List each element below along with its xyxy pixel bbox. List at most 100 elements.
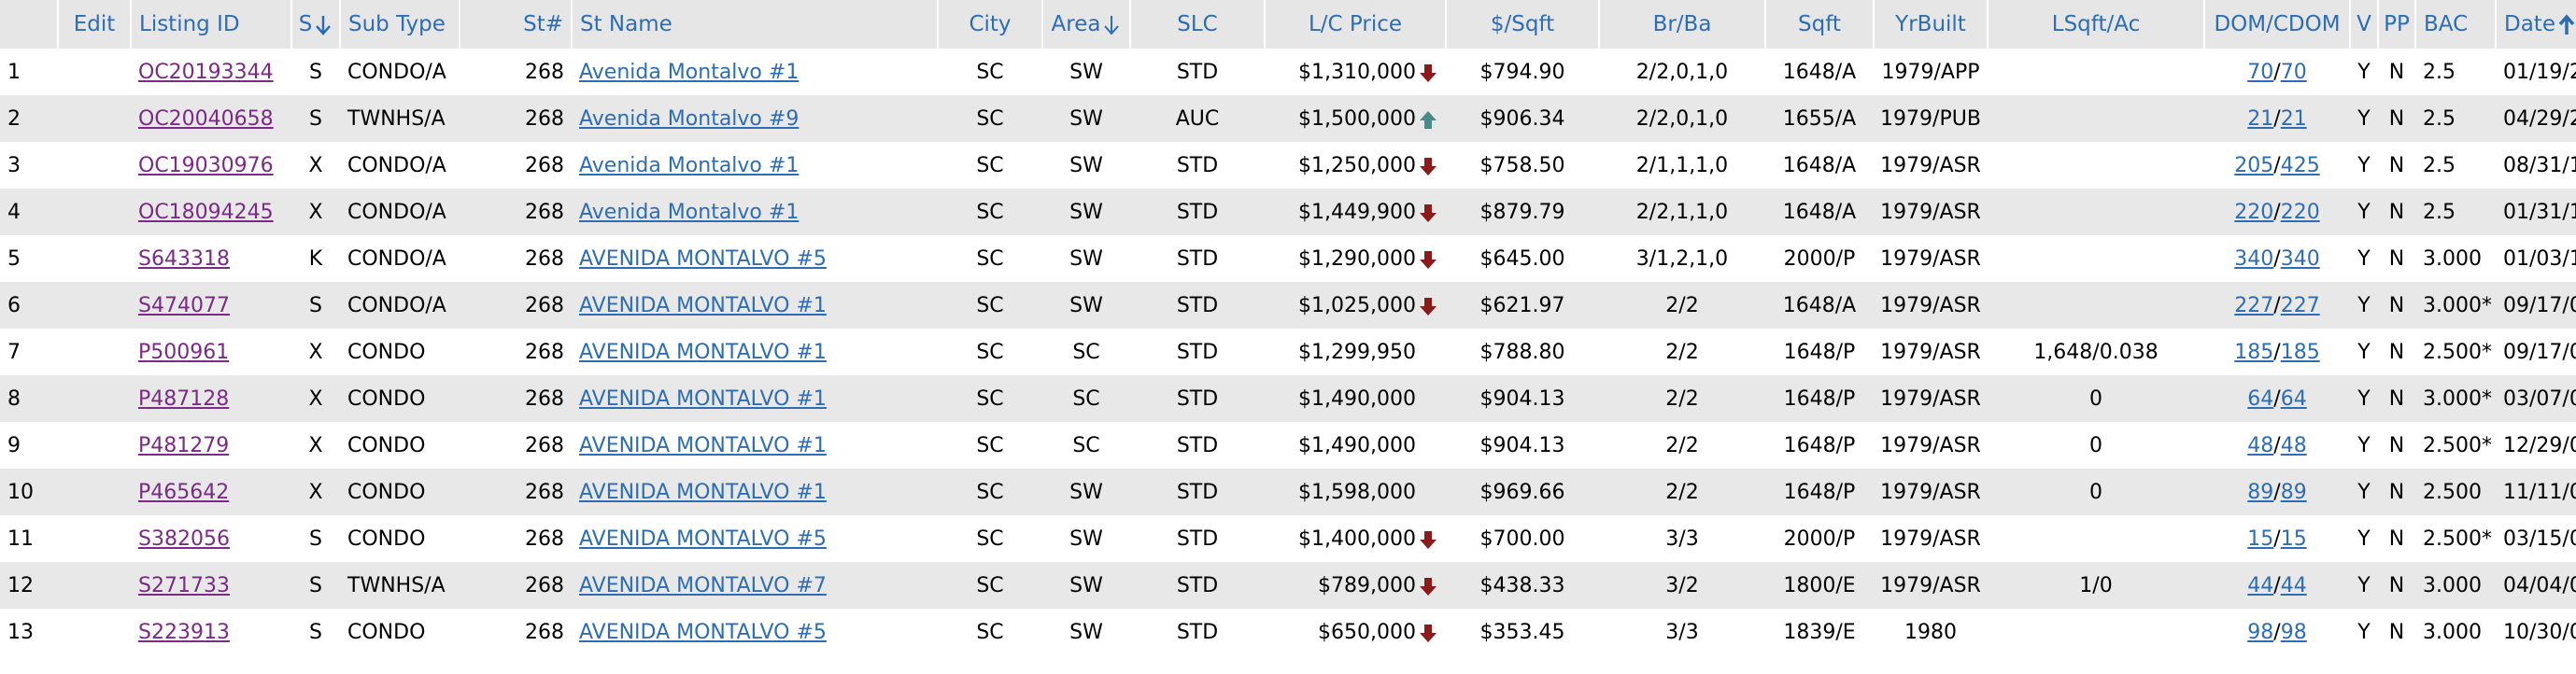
listing-id-link[interactable]: OC18094245 — [138, 200, 274, 224]
cdom-link[interactable]: 98 — [2280, 620, 2307, 644]
listing-id-link[interactable]: OC20040658 — [138, 106, 274, 131]
cdom-link[interactable]: 44 — [2280, 573, 2307, 597]
street-name-link[interactable]: AVENIDA MONTALVO #5 — [579, 246, 827, 271]
street-name-link[interactable]: AVENIDA MONTALVO #1 — [579, 293, 827, 317]
edit-cell[interactable] — [58, 49, 131, 95]
dom-link[interactable]: 15 — [2247, 527, 2274, 551]
cdom-link[interactable]: 185 — [2280, 340, 2320, 364]
dom-link[interactable]: 340 — [2234, 246, 2274, 271]
cdom-link[interactable]: 227 — [2280, 293, 2320, 317]
dom-link[interactable]: 205 — [2234, 153, 2274, 177]
dom-link[interactable]: 89 — [2247, 480, 2274, 504]
street-name-link[interactable]: Avenida Montalvo #9 — [579, 106, 800, 131]
header-pp[interactable]: PP — [2377, 0, 2415, 49]
edit-cell[interactable] — [58, 469, 131, 515]
street-name-link[interactable]: AVENIDA MONTALVO #7 — [579, 573, 827, 597]
header-yr-built[interactable]: YrBuilt — [1873, 0, 1988, 49]
cdom-link[interactable]: 425 — [2280, 153, 2320, 177]
table-row[interactable]: 2 OC20040658 S TWNHS/A 268 Avenida Montalvo #… — [0, 95, 2576, 142]
edit-cell[interactable] — [58, 515, 131, 562]
cdom-link[interactable]: 340 — [2280, 246, 2320, 271]
arrow-up-sort-icon[interactable] — [2557, 13, 2576, 36]
table-row[interactable]: 7 P500961 X CONDO 268 AVENIDA MONTALVO #1 SC SC… — [0, 329, 2576, 375]
header-price-per-sqft[interactable]: $/Sqft — [1445, 0, 1599, 49]
dom-link[interactable]: 44 — [2247, 573, 2274, 597]
listing-id-link[interactable]: P500961 — [138, 340, 230, 364]
listing-id-link[interactable]: P487128 — [138, 386, 230, 411]
header-sub-type[interactable]: Sub Type — [339, 0, 460, 49]
header-dom-cdom[interactable]: DOM/CDOM — [2203, 0, 2350, 49]
header-v[interactable]: V — [2349, 0, 2378, 49]
arrow-down-sort-icon[interactable] — [1102, 14, 1121, 36]
table-row[interactable]: 6 S474077 S CONDO/A 268 AVENIDA MONTALVO #1 SC… — [0, 282, 2576, 329]
table-row[interactable]: 3 OC19030976 X CONDO/A 268 Avenida Montalvo #… — [0, 142, 2576, 189]
cdom-link[interactable]: 21 — [2280, 106, 2307, 131]
header-br-ba[interactable]: Br/Ba — [1598, 0, 1765, 49]
arrow-down-sort-icon[interactable] — [314, 14, 333, 36]
dom-link[interactable]: 185 — [2234, 340, 2274, 364]
table-row[interactable]: 13 S223913 S CONDO 268 AVENIDA MONTALVO #5 SC S… — [0, 609, 2576, 655]
street-name-link[interactable]: AVENIDA MONTALVO #1 — [579, 480, 827, 504]
edit-cell[interactable] — [58, 282, 131, 329]
dom-link[interactable]: 64 — [2247, 386, 2274, 411]
street-name-link[interactable]: AVENIDA MONTALVO #5 — [579, 620, 827, 644]
header-date[interactable]: Date — [2495, 0, 2576, 49]
cdom-link[interactable]: 220 — [2280, 200, 2320, 224]
cdom-link[interactable]: 70 — [2280, 60, 2307, 84]
cdom-link[interactable]: 89 — [2280, 480, 2307, 504]
header-lc-price[interactable]: L/C Price — [1264, 0, 1446, 49]
table-row[interactable]: 1 OC20193344 S CONDO/A 268 Avenida Montalvo #… — [0, 49, 2576, 95]
edit-cell[interactable] — [58, 422, 131, 469]
listing-id-link[interactable]: OC19030976 — [138, 153, 274, 177]
edit-cell[interactable] — [58, 329, 131, 375]
edit-cell[interactable] — [58, 189, 131, 235]
street-name-link[interactable]: Avenida Montalvo #1 — [579, 200, 800, 224]
edit-cell[interactable] — [58, 375, 131, 422]
street-name-link[interactable]: AVENIDA MONTALVO #1 — [579, 340, 827, 364]
listing-id-link[interactable]: S271733 — [138, 573, 230, 597]
listing-id-link[interactable]: S474077 — [138, 293, 230, 317]
table-row[interactable]: 8 P487128 X CONDO 268 AVENIDA MONTALVO #1 SC SC… — [0, 375, 2576, 422]
dom-link[interactable]: 98 — [2247, 620, 2274, 644]
cdom-link[interactable]: 15 — [2280, 527, 2307, 551]
header-status[interactable]: S — [290, 0, 340, 49]
cdom-link[interactable]: 48 — [2280, 433, 2307, 457]
header-area[interactable]: Area — [1041, 0, 1130, 49]
table-row[interactable]: 5 S643318 K CONDO/A 268 AVENIDA MONTALVO #5 SC… — [0, 235, 2576, 282]
edit-cell[interactable] — [58, 609, 131, 655]
edit-cell[interactable] — [58, 142, 131, 189]
table-row[interactable]: 10 P465642 X CONDO 268 AVENIDA MONTALVO #1 SC S… — [0, 469, 2576, 515]
header-street-name[interactable]: St Name — [571, 0, 938, 49]
header-edit[interactable]: Edit — [57, 0, 131, 49]
listing-id-link[interactable]: P481279 — [138, 433, 230, 457]
dom-link[interactable]: 220 — [2234, 200, 2274, 224]
header-slc[interactable]: SLC — [1129, 0, 1265, 49]
dom-link[interactable]: 70 — [2247, 60, 2274, 84]
table-row[interactable]: 12 S271733 S TWNHS/A 268 AVENIDA MONTALVO #7 S… — [0, 562, 2576, 609]
edit-cell[interactable] — [58, 562, 131, 609]
header-bac[interactable]: BAC — [2414, 0, 2496, 49]
listing-id-link[interactable]: S643318 — [138, 246, 230, 271]
header-street-number[interactable]: St# — [459, 0, 572, 49]
header-city[interactable]: City — [937, 0, 1042, 49]
edit-cell[interactable] — [58, 95, 131, 142]
listing-id-link[interactable]: P465642 — [138, 480, 230, 504]
street-name-link[interactable]: Avenida Montalvo #1 — [579, 60, 800, 84]
cdom-link[interactable]: 64 — [2280, 386, 2307, 411]
header-lsqft-ac[interactable]: LSqft/Ac — [1987, 0, 2204, 49]
header-listing-id[interactable]: Listing ID — [130, 0, 291, 49]
listing-id-link[interactable]: OC20193344 — [138, 60, 274, 84]
table-row[interactable]: 9 P481279 X CONDO 268 AVENIDA MONTALVO #1 SC SC… — [0, 422, 2576, 469]
table-row[interactable]: 4 OC18094245 X CONDO/A 268 Avenida Montalvo #… — [0, 189, 2576, 235]
header-sqft[interactable]: Sqft — [1764, 0, 1874, 49]
edit-cell[interactable] — [58, 235, 131, 282]
street-name-link[interactable]: Avenida Montalvo #1 — [579, 153, 800, 177]
street-name-link[interactable]: AVENIDA MONTALVO #1 — [579, 433, 827, 457]
listing-id-link[interactable]: S223913 — [138, 620, 230, 644]
street-name-link[interactable]: AVENIDA MONTALVO #1 — [579, 386, 827, 411]
table-row[interactable]: 11 S382056 S CONDO 268 AVENIDA MONTALVO #5 SC S… — [0, 515, 2576, 562]
listing-id-link[interactable]: S382056 — [138, 527, 230, 551]
dom-link[interactable]: 48 — [2247, 433, 2274, 457]
dom-link[interactable]: 21 — [2247, 106, 2274, 131]
dom-link[interactable]: 227 — [2234, 293, 2274, 317]
